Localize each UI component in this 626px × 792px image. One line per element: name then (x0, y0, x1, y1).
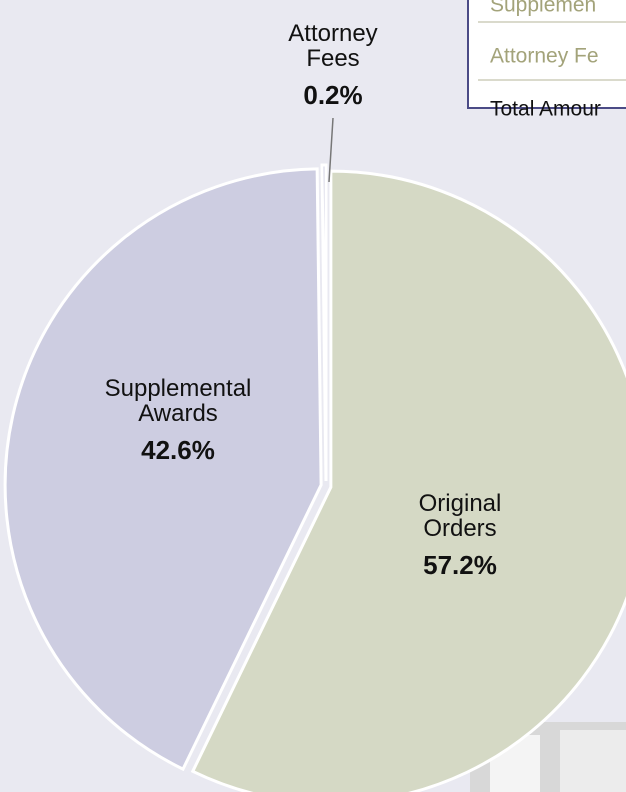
slice-value-label: 57.2% (423, 550, 497, 580)
pie (5, 165, 626, 792)
table-cell: Total Amour (490, 98, 601, 121)
chart: Supplemen Attorney Fe Total Amour Origin… (0, 0, 626, 792)
slice-value-label: 0.2% (303, 80, 362, 110)
table-cell: Attorney Fe (490, 45, 599, 68)
slice-value-label: 42.6% (141, 435, 215, 465)
page: Supplemen Attorney Fe Total Amour Origin… (0, 0, 626, 792)
table-cell: Supplemen (490, 0, 596, 17)
table: Supplemen Attorney Fe Total Amour (468, 0, 626, 121)
